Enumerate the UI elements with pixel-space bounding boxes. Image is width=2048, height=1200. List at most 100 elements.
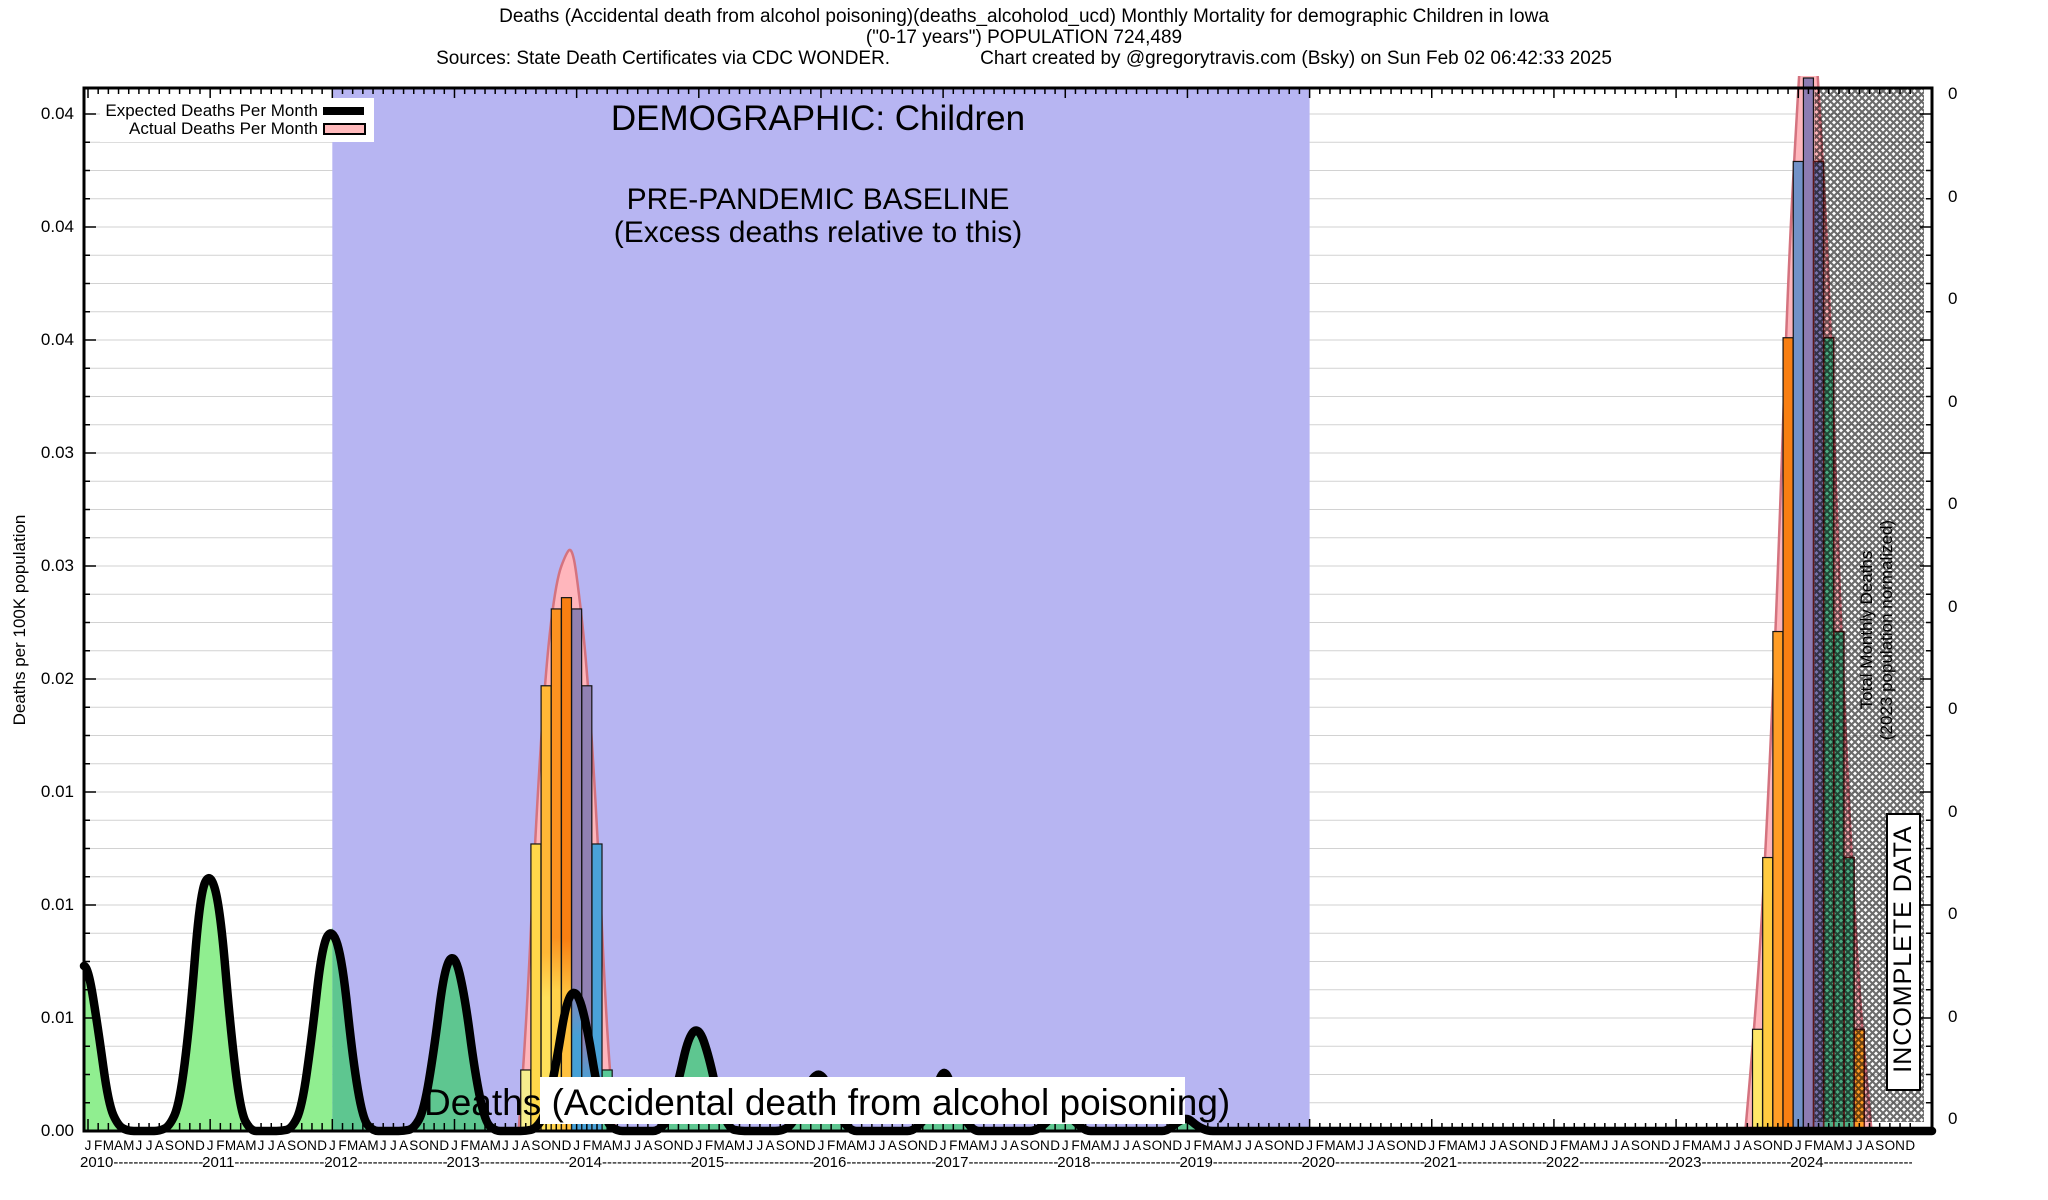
month-tick-label: A (236, 1138, 246, 1153)
month-tick-label: M (102, 1138, 114, 1153)
month-tick-label: O (785, 1138, 796, 1153)
incomplete-data-label: INCOMPLETE DATA (1889, 825, 1917, 1073)
month-tick-label: J (878, 1138, 886, 1153)
month-tick-label: J (1061, 1138, 1069, 1153)
month-tick-label: O (1884, 1138, 1896, 1153)
month-tick-label: S (409, 1138, 419, 1153)
incomplete-data-box (1886, 813, 1921, 1091)
month-tick-label: F (704, 1138, 714, 1153)
year-label-2018: 2018---------------------- (1057, 1154, 1181, 1171)
month-tick-label: A (846, 1138, 857, 1153)
month-tick-label: F (216, 1138, 225, 1153)
month-tick-label: O (540, 1138, 552, 1153)
month-tick-label: M (1466, 1138, 1479, 1153)
month-tick-label: J (451, 1138, 458, 1153)
month-tick-label: A (1579, 1138, 1589, 1153)
legend-expected-label: Expected Deaths Per Month (105, 101, 318, 120)
month-tick-label: A (765, 1138, 775, 1153)
month-tick-label: A (1498, 1138, 1508, 1153)
title-block: Deaths (Accidental death from alcohol po… (0, 6, 2048, 69)
month-tick-label: J (512, 1138, 519, 1153)
title-line-2: ("0-17 years") POPULATION 724,489 (865, 27, 1183, 48)
month-tick-label: J (135, 1138, 143, 1153)
month-tick-label: J (328, 1138, 336, 1153)
month-tick-label: M (1222, 1138, 1234, 1153)
month-tick-label: D (1661, 1138, 1671, 1153)
month-tick-label: N (795, 1138, 806, 1153)
month-tick-label: N (1528, 1138, 1539, 1153)
month-tick-label: N (1162, 1138, 1172, 1153)
month-tick-label: M (123, 1138, 135, 1153)
month-tick-label: F (949, 1138, 958, 1153)
month-tick-label: A (1213, 1138, 1223, 1153)
month-tick-label: J (1601, 1138, 1609, 1153)
y-right-tick-label: 0 (1948, 596, 1958, 616)
legend-expected-swatch (323, 107, 364, 115)
y-right-tick-label: 0 (1948, 904, 1958, 923)
year-label-2019: 2019---------------------- (1179, 1154, 1303, 1171)
month-tick-label: S (775, 1138, 785, 1153)
y-left-tick-label: 0.01 (40, 895, 74, 914)
month-tick-label: N (1773, 1138, 1783, 1153)
month-tick-label: J (1611, 1138, 1619, 1153)
y-right-tick-label: 0 (1948, 84, 1958, 103)
month-tick-label: A (358, 1138, 368, 1153)
month-tick-label: N (1895, 1138, 1905, 1153)
month-tick-label: J (1428, 1138, 1436, 1153)
month-tick-label: S (1142, 1138, 1152, 1153)
month-tick-label: D (439, 1138, 450, 1153)
year-label-2023: 2023---------------------- (1668, 1154, 1792, 1171)
month-tick-label: A (724, 1138, 734, 1153)
month-tick-label: A (1702, 1138, 1712, 1153)
month-tick-label: A (276, 1138, 286, 1153)
month-tick-label: D (1416, 1138, 1427, 1153)
month-tick-label: J (502, 1138, 509, 1153)
month-tick-label: O (1395, 1138, 1407, 1153)
month-tick-label: S (1386, 1138, 1396, 1153)
month-tick-label: N (1284, 1138, 1295, 1153)
sources-text: Sources: State Death Certificates via CD… (436, 48, 891, 69)
month-tick-label: J (1845, 1138, 1853, 1153)
month-tick-label: J (267, 1138, 275, 1153)
year-label-2022: 2022---------------------- (1545, 1154, 1670, 1171)
month-tick-label: M (733, 1138, 746, 1153)
year-label-2013: 2013---------------------- (446, 1154, 570, 1171)
month-tick-label: J (817, 1138, 825, 1153)
year-label-2021: 2021---------------------- (1423, 1154, 1548, 1171)
month-tick-label: J (624, 1138, 631, 1153)
month-tick-label: N (551, 1138, 562, 1153)
y-right-tick-label: 0 (1948, 186, 1958, 206)
month-tick-label: S (287, 1138, 297, 1153)
month-tick-label: D (195, 1138, 205, 1153)
y-left-tick-label: 0.01 (40, 1008, 74, 1027)
month-tick-label: D (805, 1138, 816, 1153)
bar-2013-12 (560, 597, 573, 1131)
month-tick-label: S (531, 1138, 541, 1153)
y-left-tick-label: 0.01 (40, 782, 74, 801)
month-tick-label: J (573, 1138, 580, 1153)
y-left-tick-label: 0.03 (40, 556, 74, 575)
y-right-tick-label: 0 (1948, 289, 1958, 308)
y-right-tick-label: 0 (1948, 699, 1958, 718)
title-line-1: Deaths (Accidental death from alcohol po… (499, 6, 1549, 27)
month-tick-label: M (1812, 1138, 1825, 1153)
month-tick-label: J (1489, 1138, 1497, 1153)
month-tick-label: M (978, 1138, 990, 1153)
month-tick-label: J (1733, 1138, 1741, 1153)
year-label-2012: 2012---------------------- (324, 1154, 448, 1171)
month-tick-label: F (1193, 1138, 1202, 1153)
month-tick-label: A (399, 1138, 409, 1153)
month-tick-label: J (990, 1138, 998, 1153)
month-tick-label: D (561, 1138, 572, 1153)
month-tick-label: O (907, 1138, 918, 1153)
month-tick-label: A (1335, 1138, 1345, 1153)
month-tick-label: A (154, 1138, 164, 1153)
y-axis-right-title-line2: (2023 population normalized) (1877, 519, 1896, 741)
month-tick-label: S (1753, 1138, 1763, 1153)
month-tick-label: N (184, 1138, 195, 1153)
month-tick-label: J (206, 1138, 214, 1153)
month-tick-label: O (1518, 1138, 1529, 1153)
month-tick-label: M (957, 1138, 970, 1153)
